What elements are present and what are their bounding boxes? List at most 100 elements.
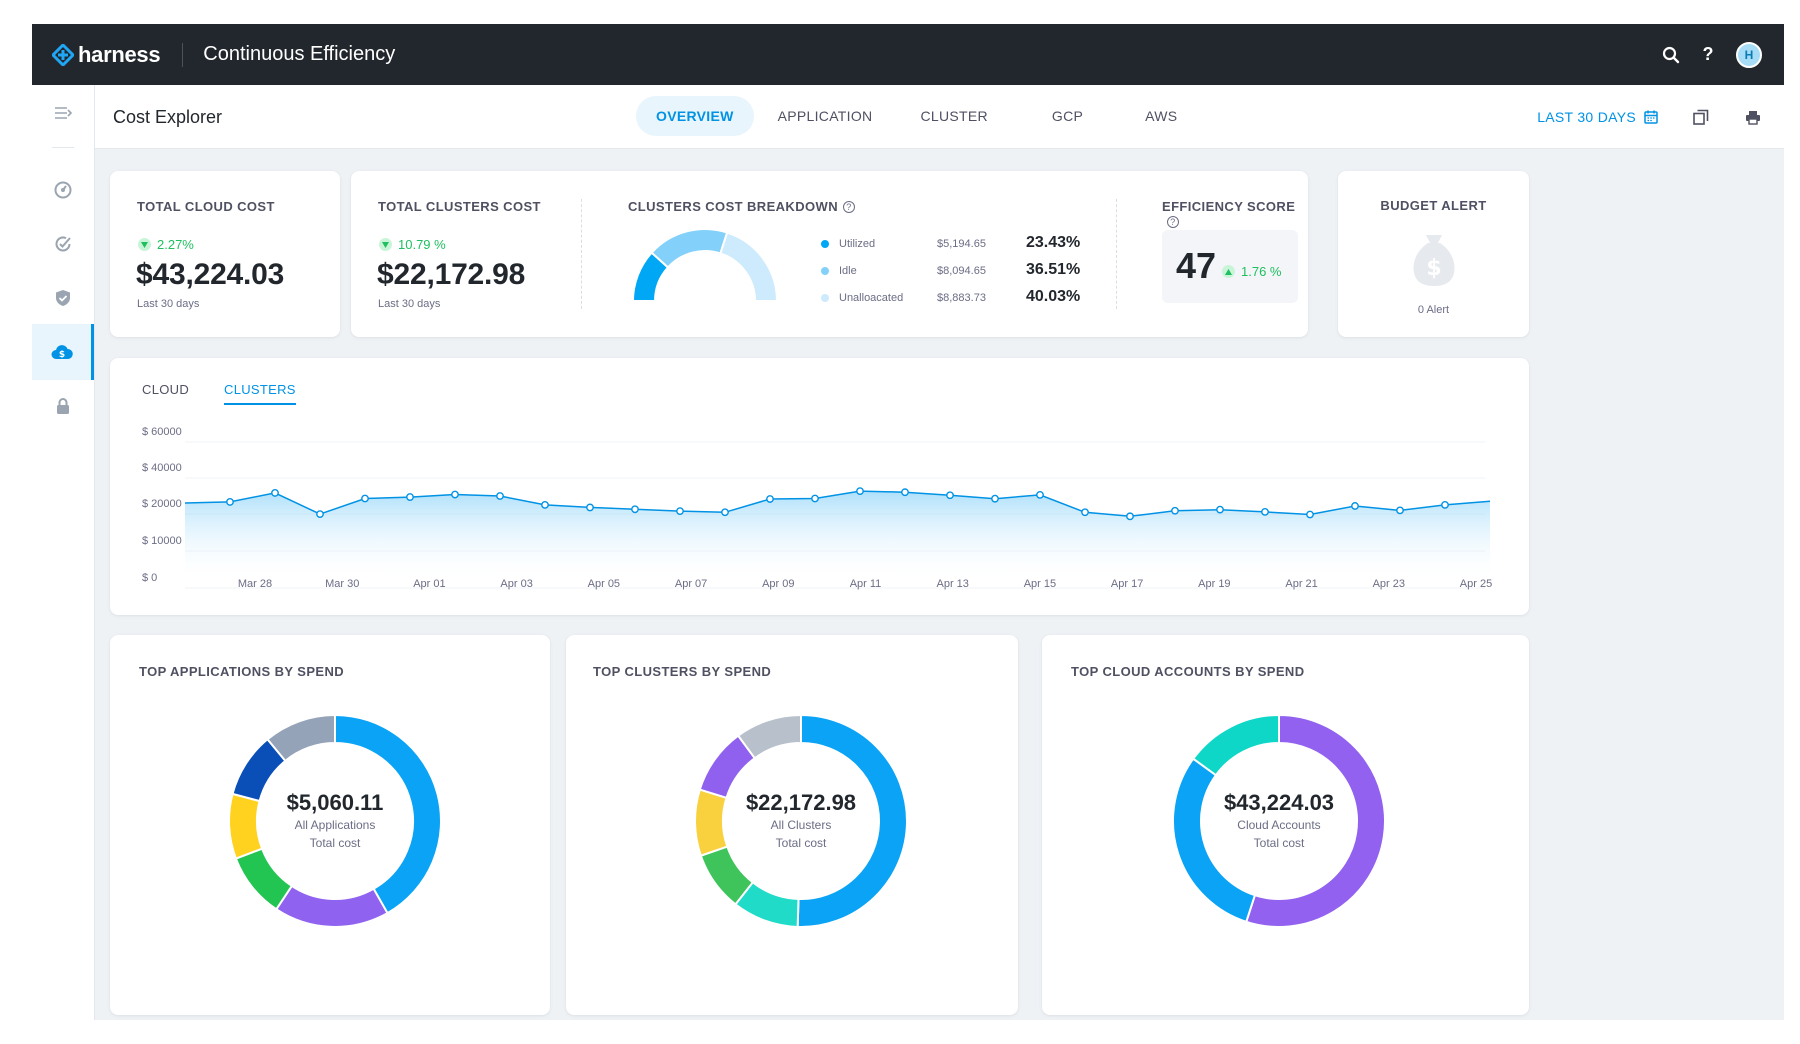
tab-cluster[interactable]: CLUSTER [920,108,988,124]
donut-slice[interactable] [736,715,802,760]
trend-area [185,491,1490,582]
data-point[interactable] [316,510,324,519]
data-point[interactable] [586,503,594,512]
data-point[interactable] [541,500,549,509]
total-clusters-cost-label: TOTAL CLUSTERS COST [378,199,541,214]
top-apps-sub2: Total cost [309,836,361,850]
top-bar: harness Continuous Efficiency ? H [32,24,1784,85]
date-range-picker[interactable]: LAST 30 DAYS [1537,109,1658,125]
cloud-cost-icon[interactable]: $ [32,324,94,380]
utilized-label: Utilized [839,238,876,250]
brand[interactable]: harness [52,42,161,68]
budget-alert-count: 0 Alert [1417,304,1450,316]
data-point[interactable] [1036,490,1044,499]
data-point[interactable] [1216,505,1224,514]
total-cloud-cost-value: $43,224.03 [136,258,285,291]
data-point[interactable] [406,493,414,501]
unallocated-dot [821,294,829,302]
budget-alert-card[interactable]: BUDGET ALERT $ 0 Alert [1338,171,1529,337]
help-icon[interactable]: ? [1702,44,1714,64]
search-icon[interactable] [1662,46,1680,64]
donut-slice[interactable] [266,715,336,763]
print-icon[interactable] [1744,108,1762,126]
total-clusters-cost-period: Last 30 days [378,298,441,310]
data-point[interactable] [496,492,504,500]
idle-dot [821,267,829,275]
app-frame: harness Continuous Efficiency ? H $ [32,24,1784,1020]
svg-text:$: $ [58,350,64,360]
total-clusters-cost-value: $22,172.98 [377,258,526,291]
gauge-segment[interactable] [650,228,729,269]
tab-gcp[interactable]: GCP [1051,108,1084,124]
top-accounts-label: TOP CLOUD ACCOUNTS BY SPEND [1071,664,1305,679]
donut-slice[interactable] [796,715,907,927]
copy-icon[interactable] [1692,108,1710,126]
donut-slice[interactable] [1244,715,1385,927]
breakdown-gauge [632,228,778,302]
data-point[interactable] [1171,506,1179,515]
data-point[interactable] [766,495,774,503]
top-clusters-card: TOP CLUSTERS BY SPEND $22,172.98 All Clu… [566,635,1018,1015]
efficiency-score-box: 47 1.76 % [1162,230,1298,303]
efficiency-score: 47 [1176,245,1217,286]
top-apps-label: TOP APPLICATIONS BY SPEND [139,664,345,679]
tab-application[interactable]: APPLICATION [777,108,873,124]
data-point[interactable] [856,487,864,496]
cost-trend-card: CLOUD CLUSTERS $ 60000 $ 40000 $ 20000 $ 10… [110,358,1529,615]
sidebar: $ [32,85,95,1020]
avatar[interactable]: H [1736,41,1762,68]
data-point[interactable] [721,508,729,517]
total-cloud-cost-trend: 2.27% [138,237,194,252]
chart-tab-clusters[interactable]: CLUSTERS [224,382,296,405]
trend-down-icon [138,238,151,251]
idle-amount: $8,094.65 [937,265,986,277]
total-clusters-cost-change: 10.79 % [398,237,446,252]
y-tick-label: $ 20000 [142,498,182,510]
calendar-icon [1644,110,1658,124]
data-point[interactable] [676,507,684,516]
chart-tab-cloud[interactable]: CLOUD [142,382,190,397]
data-point[interactable] [991,494,999,503]
donut-slice[interactable] [234,847,294,911]
data-point[interactable] [811,494,819,503]
data-point[interactable] [1396,506,1404,515]
idle-percent: 36.51% [1026,261,1081,278]
top-accounts-total: $43,224.03 [1223,790,1335,815]
donut-slice[interactable] [274,884,389,927]
divider [1116,199,1117,309]
tab-aws[interactable]: AWS [1145,108,1178,124]
data-point[interactable] [271,489,279,497]
data-point[interactable] [1126,512,1134,521]
y-tick-label: $ 40000 [142,462,182,474]
lock-icon[interactable] [32,378,94,434]
top-clusters-sub1: All Clusters [770,818,832,832]
top-apps-donut [229,715,441,927]
tab-overview[interactable]: OVERVIEW [636,96,754,136]
data-point[interactable] [631,505,639,514]
data-point[interactable] [226,498,234,506]
shield-icon[interactable] [32,270,94,326]
donut-slice[interactable] [1191,715,1280,777]
top-accounts-card: TOP CLOUD ACCOUNTS BY SPEND $43,224.03 C… [1042,635,1529,1015]
total-cloud-cost-card: TOTAL CLOUD COST 2.27% $43,224.03 Last 3… [110,171,340,337]
verify-icon[interactable] [32,216,94,272]
data-point[interactable] [1261,507,1269,516]
help-icon[interactable]: ? [1167,216,1179,228]
unallocated-percent: 40.03% [1026,288,1081,305]
legend-idle: Idle [821,265,857,277]
collapse-icon[interactable] [32,85,94,141]
efficiency-title: EFFICIENCY SCORE [1162,199,1296,214]
data-point[interactable] [1306,510,1314,519]
help-icon[interactable]: ? [842,201,855,213]
donut-slice[interactable] [334,715,441,915]
dashboard-icon[interactable] [32,162,94,218]
data-point[interactable] [946,491,954,500]
gauge-segment[interactable] [719,231,778,302]
data-point[interactable] [361,494,369,503]
data-point[interactable] [1081,508,1089,517]
data-point[interactable] [451,490,459,499]
data-point[interactable] [1441,500,1449,509]
unallocated-amount: $8,883.73 [937,292,986,304]
data-point[interactable] [901,488,909,497]
data-point[interactable] [1351,502,1359,510]
